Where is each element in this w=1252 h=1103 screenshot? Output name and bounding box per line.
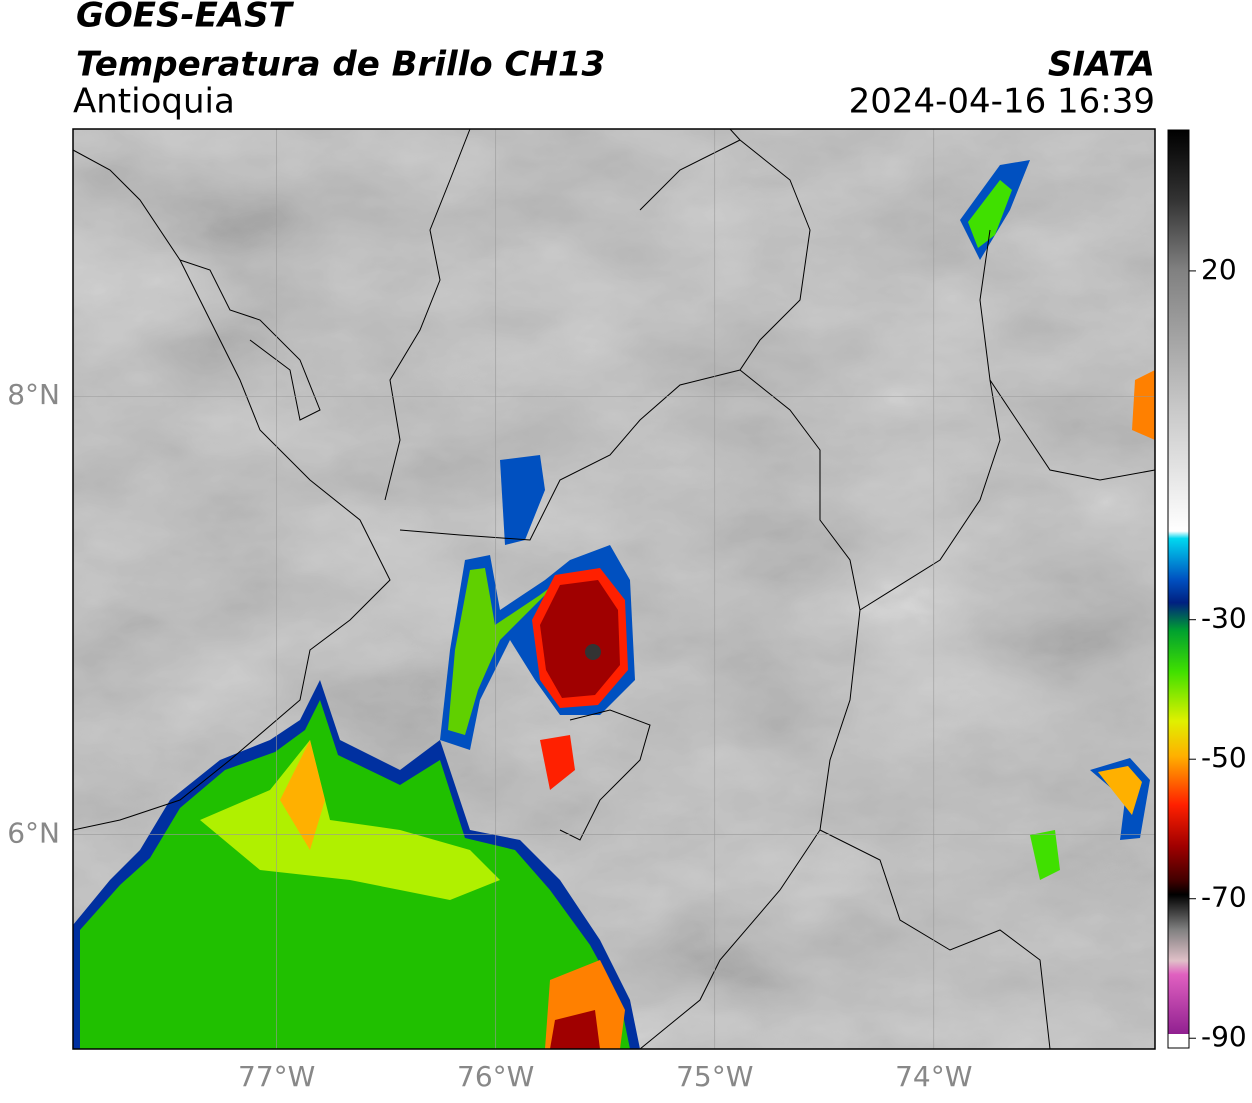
datetime-label: 2024-04-16 16:39 <box>849 82 1155 122</box>
region-label: Antioquia <box>73 82 235 122</box>
y-tick-label: 6°N <box>7 816 60 849</box>
map-frame <box>72 128 1156 1050</box>
colorbar-tick-label: -90 <box>1201 1020 1247 1053</box>
borders <box>73 129 1155 1049</box>
x-ticks: 77°W 76°W 75°W 74°W <box>238 1060 972 1093</box>
x-tick-label: 77°W <box>238 1060 315 1093</box>
product-title: Temperatura de Brillo CH13 <box>76 45 605 85</box>
y-tick-label: 8°N <box>7 378 60 411</box>
colorbar-tick-label: -30 <box>1201 602 1247 635</box>
x-tick-label: 75°W <box>676 1060 753 1093</box>
graticule <box>73 129 1155 1049</box>
colorbar <box>1167 129 1190 1049</box>
satellite-title: GOES-EAST <box>76 0 295 36</box>
x-tick-label: 74°W <box>895 1060 972 1093</box>
colorbar-ticks: 20 -30 -50 -70 -90 <box>1189 253 1247 1053</box>
agency-label: SIATA <box>1048 45 1155 85</box>
colorbar-tick-label: 20 <box>1201 253 1237 286</box>
colorbar-tick-label: -70 <box>1201 881 1247 914</box>
x-tick-label: 76°W <box>457 1060 534 1093</box>
y-ticks: 8°N 6°N <box>7 378 60 849</box>
satellite-image <box>73 129 1155 1049</box>
colorbar-tick-label: -50 <box>1201 741 1247 774</box>
